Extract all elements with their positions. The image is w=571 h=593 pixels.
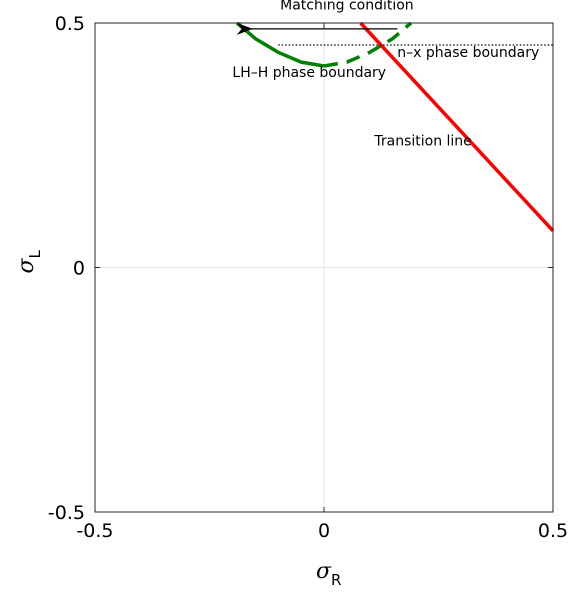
x-axis-symbol: σ (316, 559, 332, 584)
annotation-label: n–x phase boundary (397, 45, 539, 61)
x-tick-label: -0.5 (76, 520, 113, 542)
annotation-label: Transition line (373, 133, 471, 149)
y-tick-label: 0 (73, 258, 85, 280)
y-axis-symbol: σ (14, 258, 39, 274)
y-axis-label: σL (14, 249, 44, 273)
series-line-2 (359, 21, 555, 232)
annotation-label: Matching condition (280, 0, 414, 13)
series-line-1 (323, 21, 413, 68)
x-axis-subscript: R (331, 571, 341, 589)
y-axis-subscript: L (26, 249, 44, 258)
y-tick-label: -0.5 (48, 502, 85, 524)
x-tick-label: 0 (318, 520, 330, 542)
x-axis-label: σR (316, 559, 341, 589)
x-tick-label: 0.5 (538, 520, 568, 542)
annotation-label: LH–H phase boundary (232, 65, 386, 81)
y-tick-label: 0.5 (55, 13, 85, 35)
